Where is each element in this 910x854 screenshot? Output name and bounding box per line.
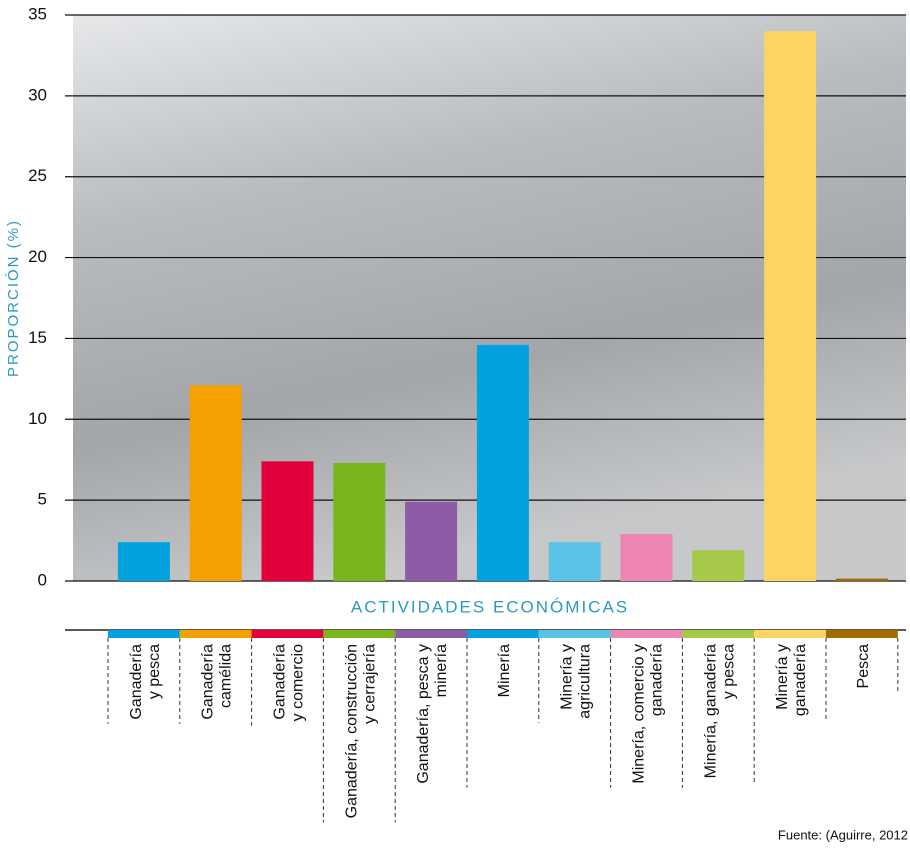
legend-swatch bbox=[754, 630, 826, 638]
y-tick-label: 25 bbox=[28, 166, 47, 185]
x-tick-label: Ganadería, pesca yminería bbox=[415, 644, 450, 784]
x-tick-label: Minería bbox=[496, 644, 513, 697]
x-tick-label: Ganaderíay comercio bbox=[272, 644, 307, 721]
y-tick-label: 20 bbox=[28, 247, 47, 266]
legend-swatch bbox=[539, 630, 611, 638]
x-tick-label: Ganadería, construccióny cerrajería bbox=[343, 644, 378, 818]
bar bbox=[118, 542, 170, 581]
bar bbox=[262, 461, 314, 581]
source: Fuente: (Aguirre, 2012 bbox=[778, 827, 908, 842]
x-tick-label: Ganaderíay pesca bbox=[128, 644, 163, 720]
chart: PROPORCIÓN (%) ACTIVIDADES ECONÓMICAS Fu… bbox=[0, 0, 910, 854]
y-tick-label: 10 bbox=[28, 409, 47, 428]
legend-swatch bbox=[682, 630, 754, 638]
bar bbox=[477, 345, 529, 581]
x-axis-label: ACTIVIDADES ECONÓMICAS bbox=[351, 597, 629, 616]
legend-swatch bbox=[180, 630, 252, 638]
y-axis-label: PROPORCIÓN (%) bbox=[5, 219, 22, 377]
y-tick-label: 5 bbox=[38, 490, 47, 509]
bar bbox=[764, 31, 816, 581]
legend-swatch bbox=[826, 630, 898, 638]
bar bbox=[692, 550, 744, 581]
x-tick-label: Minería yganadería bbox=[774, 644, 809, 716]
legend-swatch bbox=[252, 630, 324, 638]
y-tick-label: 30 bbox=[28, 85, 47, 104]
legend-swatch bbox=[323, 630, 395, 638]
legend-swatch bbox=[395, 630, 467, 638]
x-tick-label: Minería, comercio yganadería bbox=[631, 644, 666, 784]
bar bbox=[836, 579, 888, 581]
bar bbox=[549, 542, 601, 581]
x-tick-label: Ganaderíacamélida bbox=[200, 644, 235, 720]
bar bbox=[621, 534, 673, 581]
bar bbox=[333, 463, 385, 581]
y-tick-label: 0 bbox=[38, 570, 47, 589]
y-tick-label: 15 bbox=[28, 328, 47, 347]
legend-swatch bbox=[611, 630, 683, 638]
legend-swatch bbox=[467, 630, 539, 638]
bar bbox=[190, 385, 242, 581]
x-tick-label: Pesca bbox=[855, 644, 872, 689]
x-tick-label: Minería yagricultura bbox=[559, 644, 594, 719]
legend-swatch bbox=[108, 630, 180, 638]
y-tick-label: 35 bbox=[28, 4, 47, 23]
x-tick-label: Minería, ganaderíay pesca bbox=[702, 644, 737, 778]
bar bbox=[405, 502, 457, 581]
